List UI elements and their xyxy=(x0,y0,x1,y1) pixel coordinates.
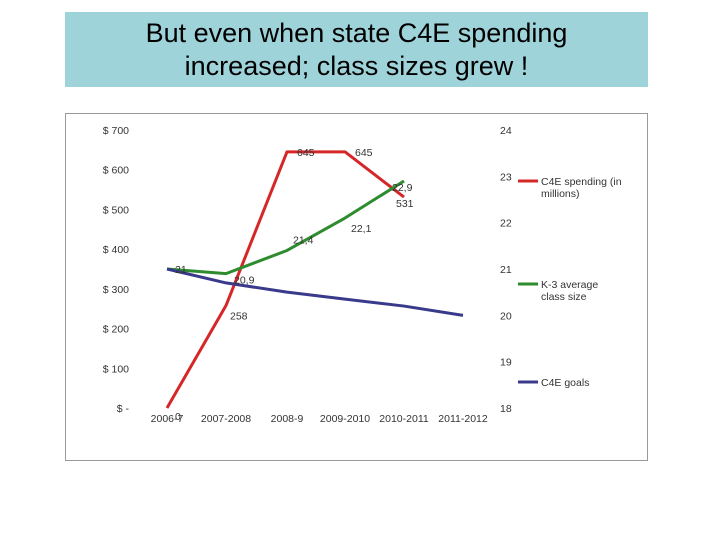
legend-label: C4E goals xyxy=(541,377,589,389)
data-label: 258 xyxy=(230,311,248,323)
data-label: 22,9 xyxy=(392,182,413,194)
series-line xyxy=(165,150,405,409)
title-banner: But even when state C4E spending increas… xyxy=(65,12,648,87)
chart-frame xyxy=(65,113,648,461)
left-axis-tick-label: $ 300 xyxy=(103,284,129,296)
right-axis-tick-label: 24 xyxy=(500,125,512,137)
x-axis-tick-label: 2009-2010 xyxy=(320,413,370,425)
right-axis-tick-label: 19 xyxy=(500,357,512,369)
x-axis-tick-label: 2010-2011 xyxy=(379,413,429,425)
left-axis-tick-label: $ 500 xyxy=(103,204,129,216)
data-label: 21 xyxy=(175,264,187,276)
left-axis-tick-label: $ 200 xyxy=(103,324,129,336)
legend-label: K-3 average xyxy=(541,279,598,291)
data-label: 645 xyxy=(355,147,373,159)
left-axis-tick-label: $ 400 xyxy=(103,244,129,256)
left-axis-tick-label: $ 100 xyxy=(103,363,129,375)
data-label: 21,4 xyxy=(293,234,314,246)
data-label: 22,1 xyxy=(351,223,372,235)
left-axis-tick-label: $ - xyxy=(117,403,130,415)
right-axis-tick-label: 18 xyxy=(500,403,512,415)
left-axis-tick-label: $ 700 xyxy=(103,125,129,137)
data-label: 0 xyxy=(175,411,181,423)
legend-label: millions) xyxy=(541,188,580,200)
x-axis-tick-label: 2007-2008 xyxy=(201,413,251,425)
left-axis-tick-label: $ 600 xyxy=(103,165,129,177)
data-label: 20,9 xyxy=(234,275,255,287)
x-axis-tick-label: 2011-2012 xyxy=(438,413,488,425)
series-line xyxy=(166,267,464,317)
x-axis-tick-label: 2008-9 xyxy=(271,413,304,425)
legend-label: C4E spending (in xyxy=(541,176,622,188)
right-axis-tick-label: 23 xyxy=(500,171,512,183)
slide-title: But even when state C4E spending increas… xyxy=(145,17,568,81)
series-line xyxy=(166,179,405,276)
legend-label: class size xyxy=(541,291,587,303)
right-axis-tick-label: 22 xyxy=(500,218,512,230)
data-label: 531 xyxy=(396,198,414,210)
x-axis-tick-label: 2006-7 xyxy=(151,413,184,425)
right-axis-tick-label: 20 xyxy=(500,310,512,322)
data-label: 645 xyxy=(297,147,315,159)
right-axis-tick-label: 21 xyxy=(500,264,512,276)
